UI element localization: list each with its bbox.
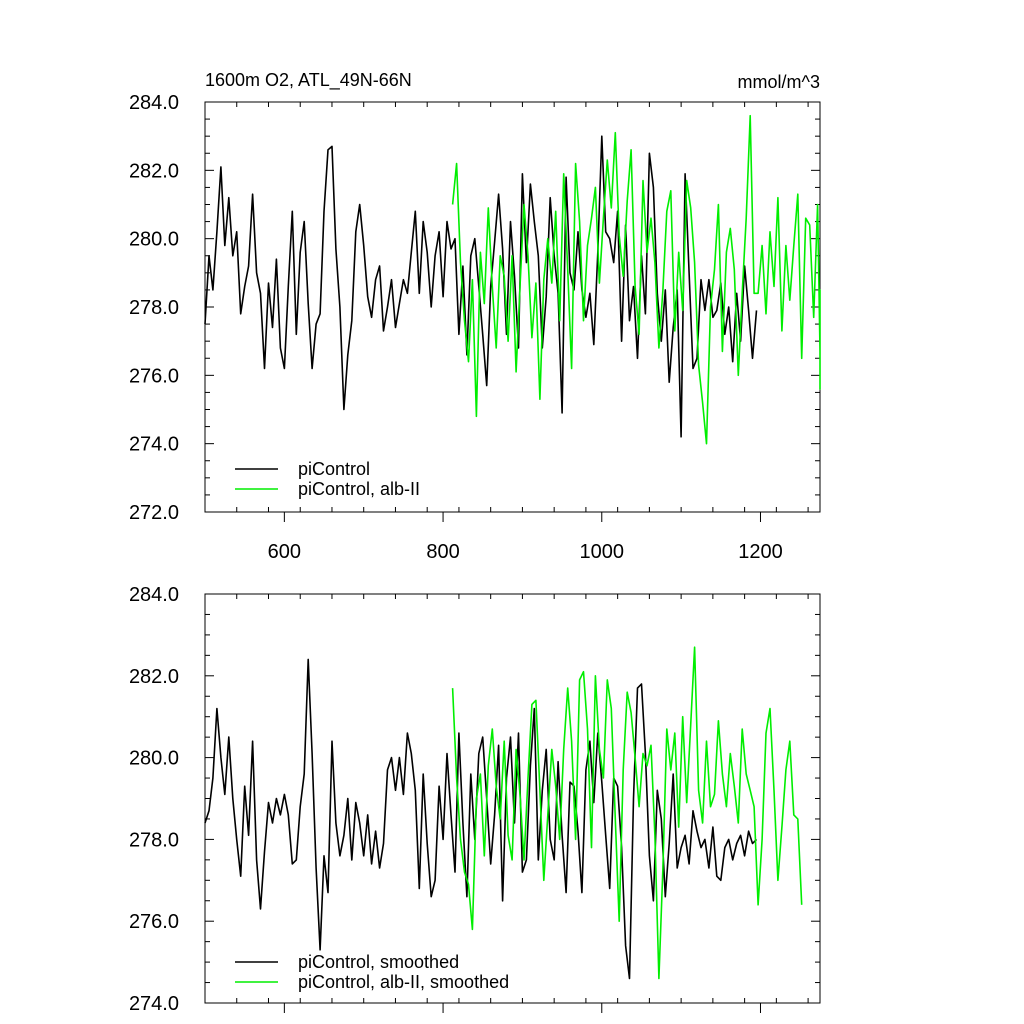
series-line-1: [204, 135, 758, 438]
y-tick-label: 276.0: [129, 365, 179, 387]
y-tick-label: 284.0: [129, 584, 179, 606]
chart-title: 1600m O2, ATL_49N-66N: [205, 70, 412, 91]
y-tick-label: 282.0: [129, 160, 179, 182]
legend-label-1: piControl, smoothed: [298, 952, 459, 972]
panel-2: 274.0 276.0 278.0 280.0 282.0 284.0 piControl,…: [129, 584, 821, 1015]
legend-label-1: piControl: [298, 459, 370, 479]
legend-label-2: piControl, alb-II, smoothed: [298, 972, 509, 992]
y-tick-label: 276.0: [129, 911, 179, 933]
series-line-1: [204, 658, 758, 980]
y-tick-label: 274.0: [129, 434, 179, 456]
y-tick-label: 272.0: [129, 502, 179, 524]
y-tick-label: 284.0: [129, 92, 179, 114]
panel-1: 1600m O2, ATL_49N-66N mmol/m^3 272.0 274.0 2…: [129, 70, 821, 563]
y-tick-label: 282.0: [129, 666, 179, 688]
legend-label-2: piControl, alb-II: [298, 479, 420, 499]
x-tick-label: 1200: [738, 541, 783, 563]
x-tick-label: 600: [268, 541, 301, 563]
units-label: mmol/m^3: [738, 72, 820, 92]
y-tick-label: 278.0: [129, 829, 179, 851]
y-tick-label: 280.0: [129, 229, 179, 251]
x-tick-label: 800: [426, 541, 459, 563]
y-tick-label: 280.0: [129, 748, 179, 770]
x-tick-label: 1000: [580, 541, 625, 563]
y-tick-label: 278.0: [129, 297, 179, 319]
series-line-2: [451, 646, 803, 980]
series-line-2: [451, 114, 821, 445]
y-tick-label: 274.0: [129, 993, 179, 1015]
